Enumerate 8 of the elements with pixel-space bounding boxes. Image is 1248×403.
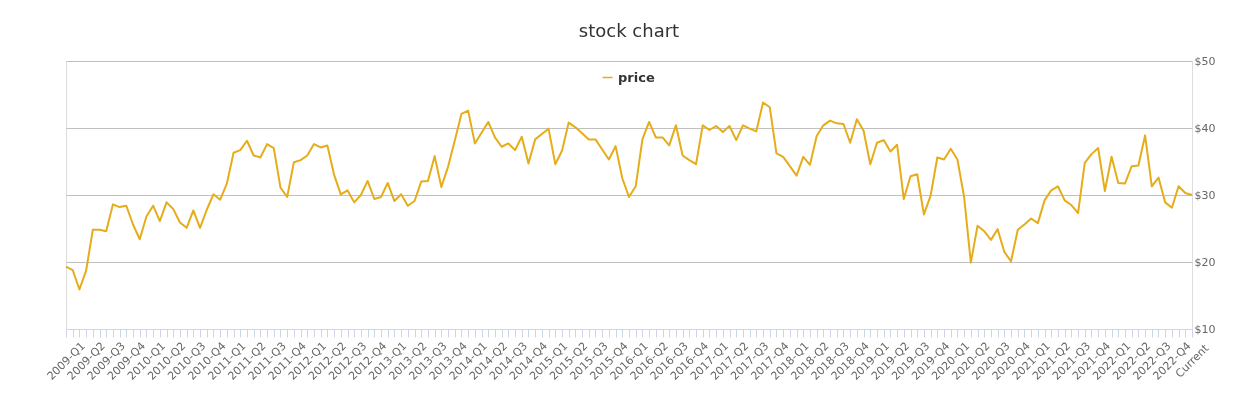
legend-label: price — [618, 69, 655, 85]
y-tick-label: $50 — [1194, 54, 1216, 68]
line-series — [65, 101, 1193, 291]
y-tick-label: $30 — [1194, 188, 1216, 202]
y-tick-label: $40 — [1194, 121, 1216, 135]
chart-title: stock chart — [578, 20, 680, 41]
y-tick-label: $10 — [1194, 322, 1216, 336]
y-tick-label: $20 — [1194, 255, 1216, 269]
